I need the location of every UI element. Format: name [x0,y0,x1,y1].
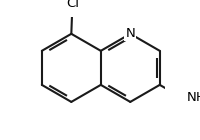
Text: NH$_2$: NH$_2$ [186,91,200,106]
Text: Cl: Cl [66,0,79,10]
Text: N: N [125,27,135,40]
